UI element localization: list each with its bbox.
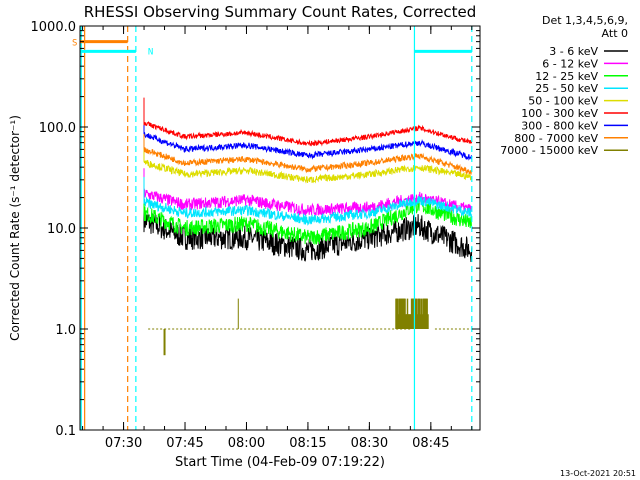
chart-title: RHESSI Observing Summary Count Rates, Co… xyxy=(84,3,477,21)
y-tick-label: 1000.0 xyxy=(31,20,77,35)
footer-date: 13-Oct-2021 20:51 xyxy=(560,469,636,478)
legend-label-0: 3 - 6 keV xyxy=(549,45,598,58)
flag-label-s: S xyxy=(72,39,77,49)
legend-label-5: 100 - 300 keV xyxy=(521,107,598,120)
axes: 0.1 1.0 10.0 100.0 1000.0 07:30 07:45 08:00 08:1… xyxy=(31,20,481,451)
series-line-3 xyxy=(143,177,473,226)
y-axis-label: Corrected Count Rate (s⁻¹ detector⁻¹) xyxy=(8,115,22,341)
legend-label-8: 7000 - 15000 keV xyxy=(500,144,598,157)
legend-header-line-1: Det 1,3,4,5,6,9, xyxy=(542,14,628,27)
legend-label-1: 6 - 12 keV xyxy=(542,57,598,70)
series-line-5 xyxy=(143,97,473,147)
x-tick-label: 08:15 xyxy=(289,436,326,451)
y-tick-label: 0.1 xyxy=(55,424,76,439)
legend-label-6: 300 - 800 keV xyxy=(521,119,598,132)
series-line-4 xyxy=(143,136,473,184)
series-line-8 xyxy=(148,298,472,356)
legend-label-4: 50 - 100 keV xyxy=(528,95,598,108)
legend-label-2: 12 - 25 keV xyxy=(535,70,598,83)
plot-area: SN xyxy=(72,26,473,430)
y-tick-label: 1.0 xyxy=(55,323,76,338)
y-tick-label: 100.0 xyxy=(39,121,76,136)
x-tick-label: 07:45 xyxy=(166,436,203,451)
series-line-2 xyxy=(143,188,472,245)
x-tick-label: 08:30 xyxy=(351,436,388,451)
legend-header-line-2: Att 0 xyxy=(602,27,628,40)
x-tick-label: 08:00 xyxy=(228,436,265,451)
legend-label-3: 25 - 50 keV xyxy=(535,82,598,95)
x-axis-label: Start Time (04-Feb-09 07:19:22) xyxy=(175,455,385,470)
series-line-6 xyxy=(143,108,473,161)
flag-label-n: N xyxy=(148,47,153,57)
x-tick-label: 08:45 xyxy=(412,436,449,451)
y-tick-label: 10.0 xyxy=(47,222,76,237)
x-tick-label: 07:30 xyxy=(105,436,142,451)
series-line-0 xyxy=(143,194,473,263)
series-line-7 xyxy=(143,124,473,175)
legend-label-7: 800 - 7000 keV xyxy=(514,132,598,145)
